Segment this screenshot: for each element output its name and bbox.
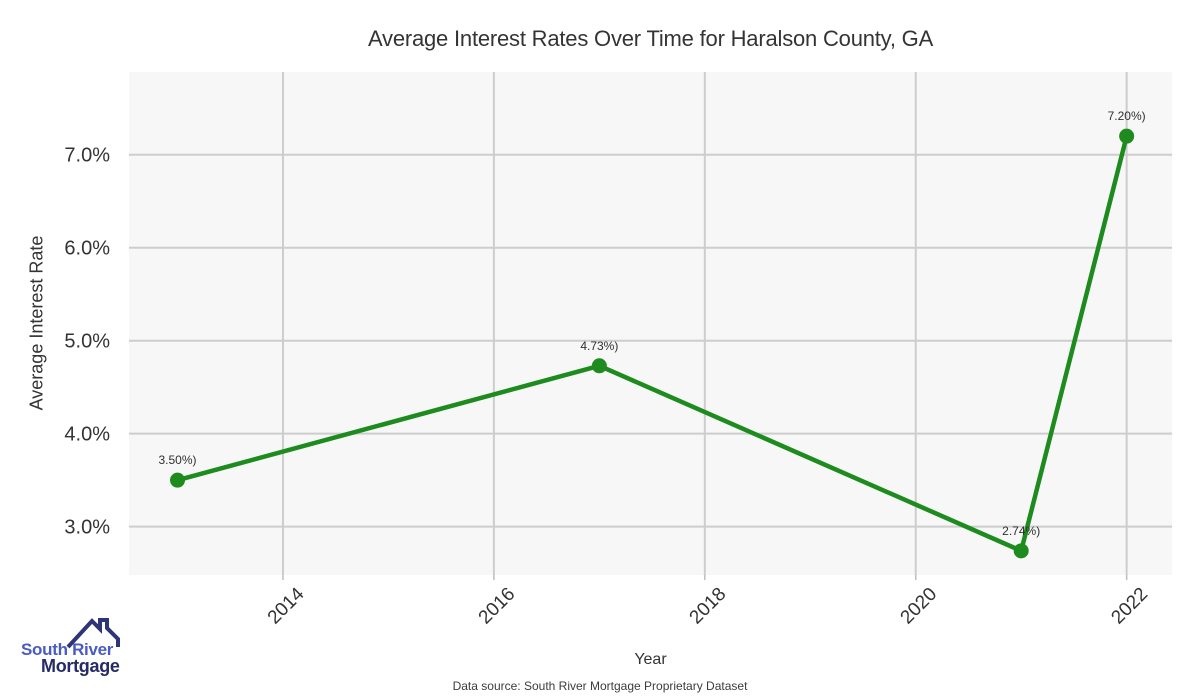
x-tick-label: 2016 (475, 584, 520, 629)
house-roof-icon (66, 618, 120, 649)
data-point (170, 472, 186, 488)
y-axis-title: Average Interest Rate (26, 235, 47, 411)
logo: South River Mortgage (15, 610, 145, 690)
data-source-note: Data source: South River Mortgage Propri… (452, 679, 748, 693)
x-tick-label: 2022 (1107, 584, 1152, 629)
panel-background (129, 72, 1172, 575)
point-value-label: 2.74%) (1002, 524, 1040, 538)
data-point (591, 358, 607, 374)
point-value-label: 7.20%) (1108, 109, 1146, 123)
data-line (175, 133, 1129, 554)
chart-title: Average Interest Rates Over Time for Har… (367, 26, 934, 51)
data-point (1119, 128, 1135, 144)
y-tick-label: 4.0% (64, 424, 110, 446)
logo-text-south-river: South River (21, 640, 114, 659)
y-tick-label: 5.0% (64, 331, 110, 353)
logo-text-mortgage: Mortgage (41, 656, 120, 676)
y-tick-label: 3.0% (64, 517, 110, 539)
x-tick-label: 2020 (897, 584, 942, 629)
x-tick-label: 2018 (686, 584, 731, 629)
x-tick-label: 2014 (264, 583, 309, 628)
point-value-label: 3.50%) (158, 453, 196, 467)
x-axis-title: Year (634, 651, 667, 668)
y-tick-label: 6.0% (64, 238, 110, 260)
data-point (1013, 543, 1029, 559)
y-tick-label: 7.0% (64, 145, 110, 167)
point-value-label: 4.73%) (580, 339, 618, 353)
